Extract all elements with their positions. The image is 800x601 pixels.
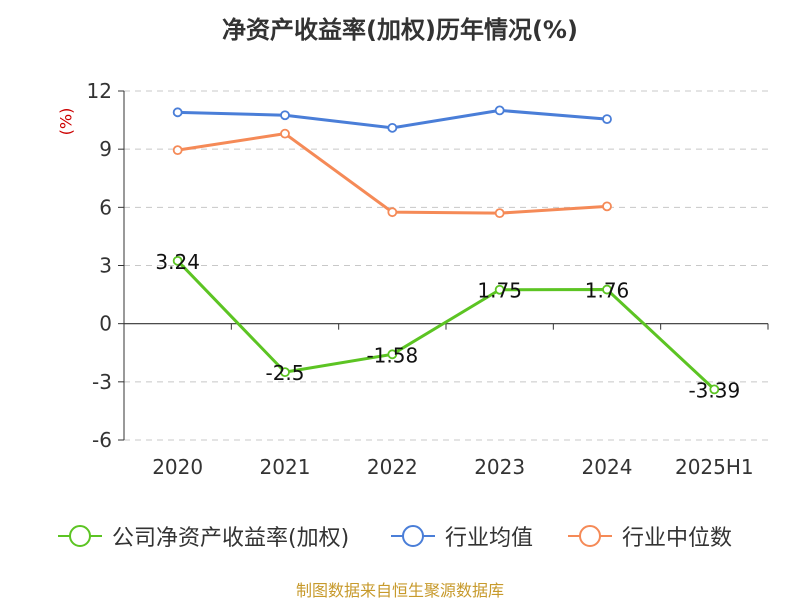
- data-point: [280, 128, 290, 139]
- data-label: -2.5: [265, 361, 304, 385]
- x-tick-label: 2020: [152, 455, 203, 479]
- data-point: [602, 284, 612, 295]
- y-tick-label: 9: [99, 137, 112, 161]
- data-label: -1.58: [366, 343, 418, 367]
- data-point: [172, 107, 183, 118]
- data-point: [387, 349, 398, 360]
- data-point: [280, 110, 290, 121]
- chart-legend: 公司净资产收益率(加权) 行业均值 行业中位数: [0, 518, 800, 554]
- data-source-note: 制图数据来自恒生聚源数据库: [295, 581, 504, 600]
- series-line: [176, 259, 716, 391]
- data-point: [387, 207, 398, 218]
- legend-label-industry-avg: 行业均值: [445, 526, 534, 551]
- data-point: [172, 255, 183, 266]
- legend-item-industry-avg[interactable]: 行业均值: [389, 518, 533, 554]
- x-tick-label: 2022: [367, 455, 418, 479]
- data-point: [280, 367, 290, 378]
- x-tick-label: 2024: [582, 455, 633, 479]
- y-tick-label: 0: [99, 312, 112, 336]
- legend-item-company[interactable]: 公司净资产收益率(加权): [56, 518, 349, 554]
- y-tick-label: 3: [99, 254, 112, 278]
- data-point: [387, 122, 398, 133]
- x-tick-label: 2025H1: [675, 455, 754, 479]
- series-lines: [172, 105, 720, 395]
- data-label: 1.76: [585, 279, 630, 303]
- x-tick-label: 2023: [474, 455, 525, 479]
- legend-label-industry-median: 行业中位数: [622, 526, 733, 551]
- chart-title: 净资产收益率(加权)历年情况(%): [222, 16, 578, 44]
- x-tick-label: 2021: [260, 455, 311, 479]
- y-tick-label: -3: [92, 370, 112, 394]
- data-point: [709, 384, 720, 395]
- data-point: [602, 114, 612, 125]
- data-labels: 3.24 -2.5 -1.58 1.75 1.76 -3.39: [155, 250, 740, 403]
- data-label: -3.39: [688, 378, 740, 402]
- y-tick-label: 6: [99, 195, 112, 219]
- legend-company-marker-icon: [58, 525, 102, 547]
- y-tick-label: 12: [87, 79, 112, 103]
- data-point: [602, 201, 612, 212]
- legend-label-company: 公司净资产收益率(加权): [112, 526, 350, 551]
- legend-median-marker-icon: [568, 525, 612, 547]
- data-point: [172, 145, 183, 156]
- y-tick-label: -6: [92, 428, 112, 452]
- grid-lines: [124, 90, 768, 441]
- data-point: [494, 208, 505, 219]
- data-point: [494, 284, 505, 295]
- legend-item-industry-median[interactable]: 行业中位数: [566, 518, 732, 554]
- data-label: 1.75: [477, 279, 522, 303]
- data-point: [494, 105, 505, 116]
- legend-avg-marker-icon: [391, 525, 435, 547]
- axes: 12 9 6 3 0 -3 -6 2020 2021 2022 2023 2024 2025H1: [87, 79, 769, 479]
- series-line: [177, 132, 608, 215]
- data-label: 3.24: [155, 250, 200, 274]
